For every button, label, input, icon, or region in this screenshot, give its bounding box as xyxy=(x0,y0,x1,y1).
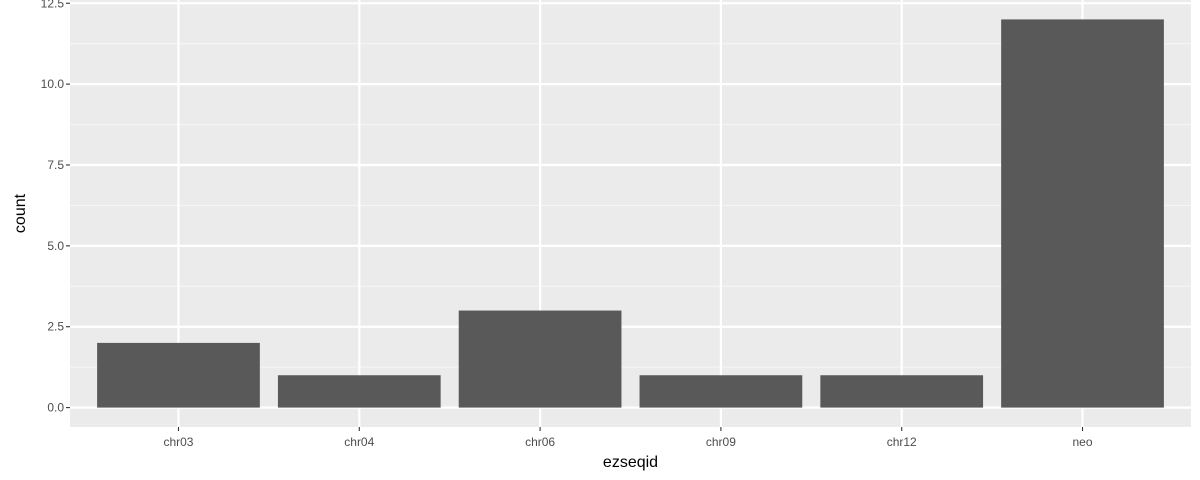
y-tick-label: 7.5 xyxy=(47,158,64,172)
x-axis: chr03 chr04 chr06 chr09 chr12 neo xyxy=(163,427,1093,449)
y-tick-label: 2.5 xyxy=(47,320,64,334)
x-tick-label: chr04 xyxy=(344,435,374,449)
bar-chr03 xyxy=(97,342,260,408)
y-axis-title: count xyxy=(12,193,29,233)
bar-neo xyxy=(1001,19,1164,408)
bar-chr12 xyxy=(820,375,984,408)
y-tick-label: 0.0 xyxy=(47,401,64,415)
bar-chr09 xyxy=(639,375,803,408)
x-tick-label: neo xyxy=(1073,435,1093,449)
x-tick-label: chr12 xyxy=(887,435,917,449)
x-tick-label: chr09 xyxy=(706,435,736,449)
x-tick-label: chr03 xyxy=(163,435,193,449)
y-tick-label: 12.5 xyxy=(41,0,65,10)
y-axis: 0.0 2.5 5.0 7.5 10.0 12.5 xyxy=(41,0,70,415)
bars xyxy=(97,19,1164,408)
bar-chr06 xyxy=(458,310,622,408)
bar-chr04 xyxy=(277,375,441,408)
x-axis-title: ezseqid xyxy=(603,454,658,471)
y-tick-label: 10.0 xyxy=(41,77,65,91)
y-tick-label: 5.0 xyxy=(47,239,64,253)
x-tick-label: chr06 xyxy=(525,435,555,449)
